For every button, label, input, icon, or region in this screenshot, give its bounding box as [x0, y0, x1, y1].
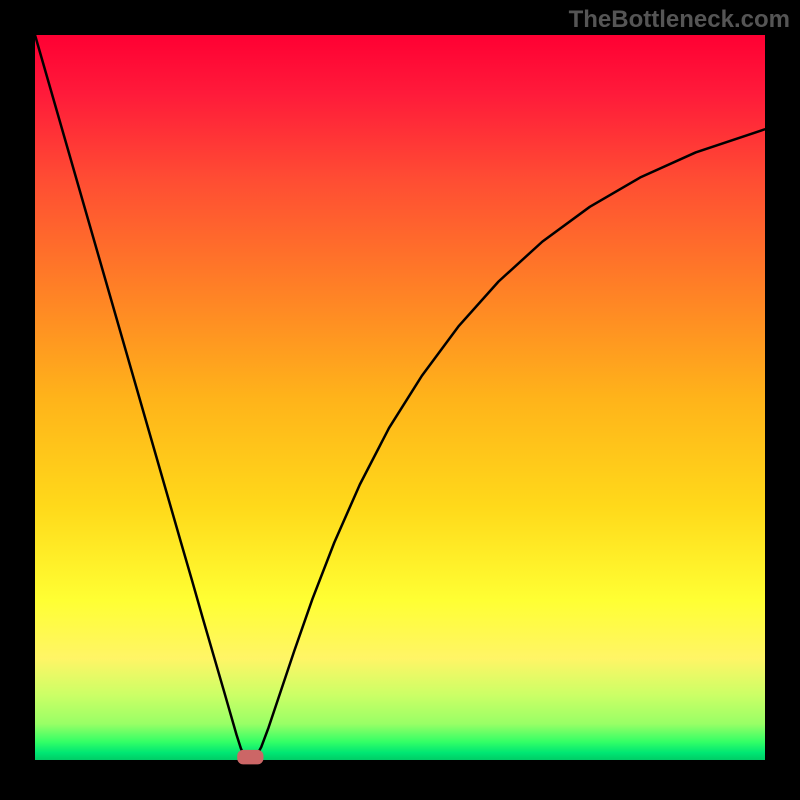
watermark-label: TheBottleneck.com [569, 6, 790, 34]
chart-container: TheBottleneck.com [0, 0, 800, 800]
optimal-point-marker [237, 750, 263, 765]
chart-svg [0, 0, 800, 800]
plot-gradient-background [35, 35, 765, 760]
